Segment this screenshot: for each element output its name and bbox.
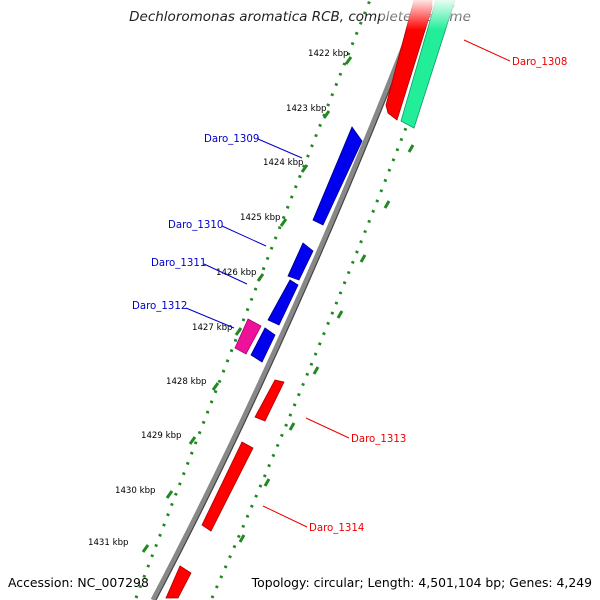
major-tick: [288, 422, 296, 431]
major-tick: [256, 273, 265, 282]
major-tick: [141, 544, 150, 553]
leader-daro-1308: [463, 39, 511, 62]
leader-daro-1311: [203, 263, 248, 285]
gene-daro-1311-feature: [267, 279, 299, 326]
gene-label-daro-1311[interactable]: Daro_1311: [151, 258, 206, 269]
major-tick: [312, 366, 320, 375]
leader-daro-1314: [262, 505, 308, 528]
tick-label: 1429 kbp: [141, 431, 182, 441]
leader-daro-1309: [257, 138, 303, 159]
gene-daro-1314-feature: [201, 441, 254, 532]
major-tick: [407, 144, 415, 153]
gene-labels: Daro_1308 Daro_1309 Daro_1310 Daro_1311 …: [132, 57, 567, 534]
gene-label-daro-1309[interactable]: Daro_1309: [204, 134, 259, 145]
genome-stats-text: Topology: circular; Length: 4,501,104 bp…: [251, 575, 592, 590]
tick-label: 1423 kbp: [286, 104, 327, 114]
misc-feature-green: [400, 0, 456, 129]
leader-daro-1313: [305, 417, 350, 439]
tick-labels: 1422 kbp 1423 kbp 1424 kbp 1425 kbp 1426…: [88, 49, 349, 548]
major-tick: [263, 478, 271, 487]
leader-daro-1310: [221, 225, 267, 247]
gene-daro-1310-feature: [287, 242, 314, 281]
major-tick: [344, 56, 353, 65]
major-tick: [234, 327, 243, 336]
forward-strand-features: [250, 126, 363, 363]
major-tick: [300, 164, 309, 173]
major-tick: [322, 110, 331, 119]
gene-daro-1309-feature: [312, 126, 363, 226]
major-tick: [336, 310, 344, 319]
tick-label: 1428 kbp: [166, 377, 207, 387]
outer-major-ticks: [141, 56, 353, 553]
leader-daro-1312: [185, 307, 235, 329]
gene-label-daro-1310[interactable]: Daro_1310: [168, 220, 223, 231]
major-tick: [359, 254, 367, 263]
tick-label: 1427 kbp: [192, 323, 233, 333]
tick-label: 1431 kbp: [88, 538, 129, 548]
tick-ring-outer: [134, 0, 372, 599]
gene-daro-1312-feature: [250, 327, 276, 363]
tick-label: 1422 kbp: [308, 49, 349, 59]
tick-label: 1424 kbp: [263, 158, 304, 168]
major-tick: [188, 436, 197, 445]
title-fade: [380, 0, 490, 30]
gene-label-daro-1314[interactable]: Daro_1314: [309, 523, 364, 534]
major-tick: [279, 218, 288, 227]
gene-feature-partial: [165, 565, 192, 599]
tick-label: 1426 kbp: [216, 268, 257, 278]
major-tick: [238, 534, 246, 543]
label-leaders: [185, 39, 511, 528]
genome-backbone-edge: [155, 0, 426, 600]
major-tick: [211, 382, 220, 391]
tick-label: 1425 kbp: [240, 213, 281, 223]
gene-label-daro-1308[interactable]: Daro_1308: [512, 57, 567, 68]
gene-label-daro-1312[interactable]: Daro_1312: [132, 301, 187, 312]
rna-feature: [234, 318, 262, 355]
gene-daro-1313-feature: [254, 379, 285, 422]
accession-text: Accession: NC_007298: [8, 575, 149, 590]
tick-label: 1430 kbp: [115, 486, 156, 496]
genome-backbone: [150, 0, 425, 600]
gene-label-daro-1313[interactable]: Daro_1313: [351, 434, 406, 445]
major-tick: [383, 200, 391, 209]
major-tick: [165, 490, 174, 499]
